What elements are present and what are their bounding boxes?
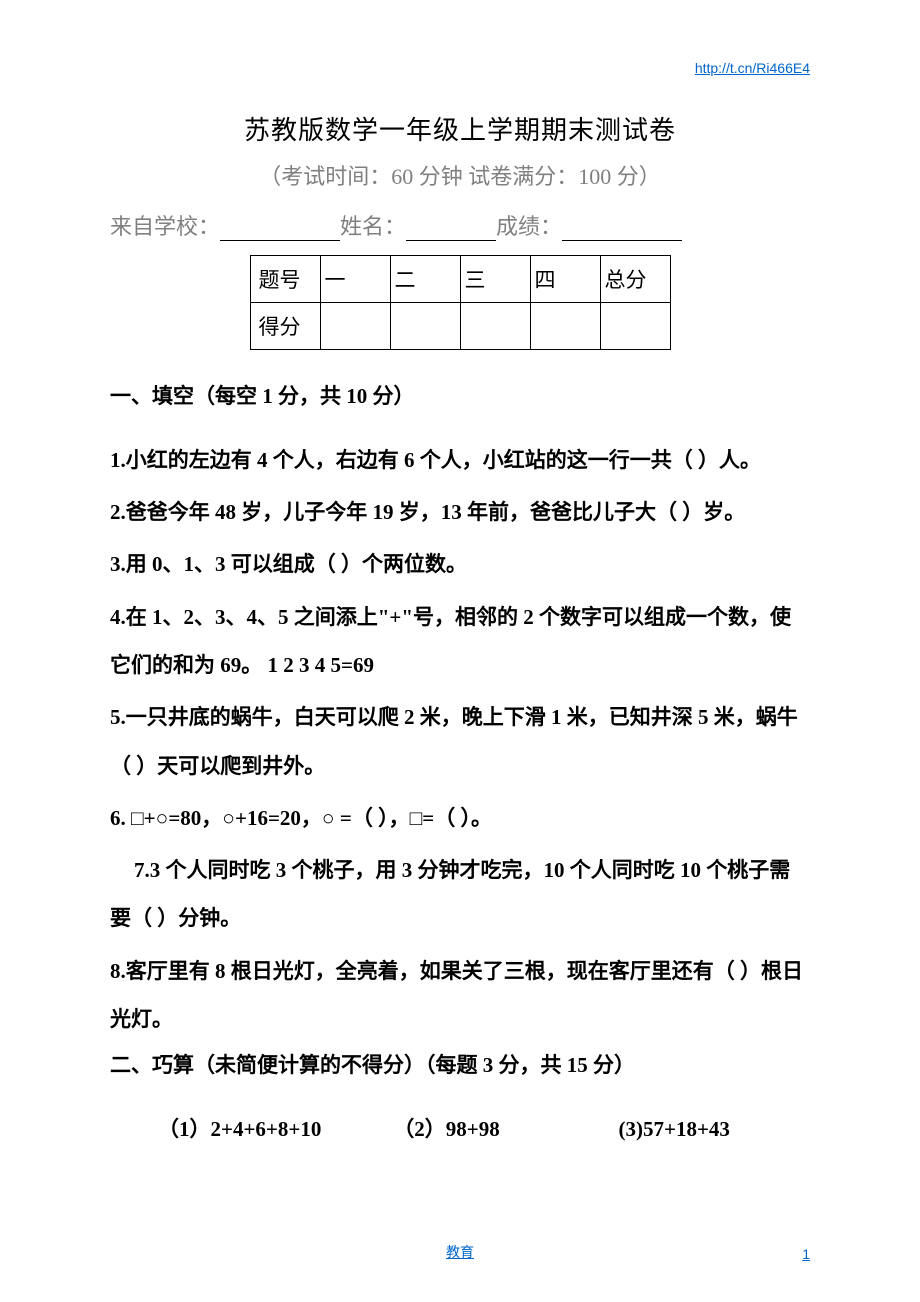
cell <box>600 303 670 350</box>
question-2: 2.爸爸今年 48 岁，儿子今年 19 岁，13 年前，爸爸比儿子大（ ）岁。 <box>110 488 810 536</box>
score-table: 题号 一 二 三 四 总分 得分 <box>250 255 671 350</box>
cell: 三 <box>460 256 530 303</box>
calc-1: （1）2+4+6+8+10 <box>158 1105 388 1153</box>
info-line: 来自学校： 姓名： 成绩： <box>110 209 810 241</box>
calc-2: （2）98+98 <box>393 1105 613 1153</box>
cell: 二 <box>390 256 460 303</box>
question-5: 5.一只井底的蜗牛，白天可以爬 2 米，晚上下滑 1 米，已知井深 5 米，蜗牛… <box>110 693 810 790</box>
table-row: 得分 <box>250 303 670 350</box>
score-label: 成绩： <box>496 214 562 239</box>
cell: 一 <box>320 256 390 303</box>
section-1-title: 一、填空（每空 1 分，共 10 分） <box>110 378 810 416</box>
cell-header: 题号 <box>250 256 320 303</box>
question-8: 8.客厅里有 8 根日光灯，全亮着，如果关了三根，现在客厅里还有（ ）根日光灯。 <box>110 947 810 1044</box>
cell: 四 <box>530 256 600 303</box>
page-title: 苏教版数学一年级上学期期末测试卷 <box>110 110 810 147</box>
cell <box>390 303 460 350</box>
question-3: 3.用 0、1、3 可以组成（ ）个两位数。 <box>110 540 810 588</box>
school-label: 来自学校： <box>110 214 220 239</box>
footer: 教育 <box>0 1242 920 1262</box>
name-label: 姓名： <box>340 214 406 239</box>
cell: 总分 <box>600 256 670 303</box>
school-blank <box>220 219 340 241</box>
name-blank <box>406 219 496 241</box>
score-blank <box>562 219 682 241</box>
subtitle: （考试时间：60 分钟 试卷满分：100 分） <box>110 159 810 191</box>
cell <box>530 303 600 350</box>
question-1: 1.小红的左边有 4 个人，右边有 6 个人，小红站的这一行一共（ ）人。 <box>110 436 810 484</box>
cell <box>320 303 390 350</box>
section-2-title: 二、巧算（未简便计算的不得分）（每题 3 分，共 15 分） <box>110 1047 810 1085</box>
question-4: 4.在 1、2、3、4、5 之间添上"+"号，相邻的 2 个数字可以组成一个数，… <box>110 593 810 690</box>
page-number[interactable]: 1 <box>802 1246 810 1262</box>
footer-link[interactable]: 教育 <box>446 1246 474 1261</box>
cell <box>460 303 530 350</box>
calc-row: （1）2+4+6+8+10 （2）98+98 (3)57+18+43 <box>110 1105 810 1153</box>
cell-header: 得分 <box>250 303 320 350</box>
calc-3: (3)57+18+43 <box>619 1105 730 1153</box>
question-6: 6. □+○=80，○+16=20，○ =（ ），□=（ ）。 <box>110 794 810 842</box>
table-row: 题号 一 二 三 四 总分 <box>250 256 670 303</box>
question-7: 7.3 个人同时吃 3 个桃子，用 3 分钟才吃完，10 个人同时吃 10 个桃… <box>110 846 810 943</box>
header-link[interactable]: http://t.cn/Ri466E4 <box>695 60 810 76</box>
